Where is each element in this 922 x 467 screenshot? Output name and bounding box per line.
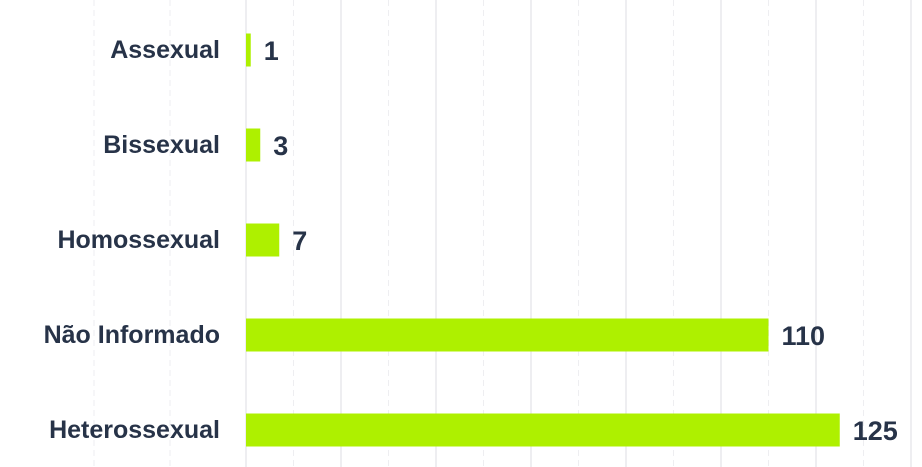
category-label: Bissexual (103, 131, 220, 159)
value-label: 1 (264, 36, 279, 66)
bar (246, 413, 840, 447)
bar (246, 33, 251, 67)
value-label: 125 (853, 416, 898, 446)
labels: Assexual 1 Bissexual 3 Homossexual 7 Não Infor… (44, 36, 898, 446)
value-label: 7 (292, 226, 307, 256)
value-label: 3 (273, 131, 288, 161)
category-label: Homossexual (57, 226, 220, 254)
category-label: Assexual (110, 36, 220, 64)
gridlines (93, 0, 912, 467)
bar (246, 128, 261, 162)
category-label: Heterossexual (49, 416, 220, 444)
bars (246, 33, 840, 447)
bar (246, 223, 280, 257)
category-label: Não Informado (44, 321, 220, 349)
value-label: 110 (782, 321, 826, 351)
bar (246, 318, 769, 352)
